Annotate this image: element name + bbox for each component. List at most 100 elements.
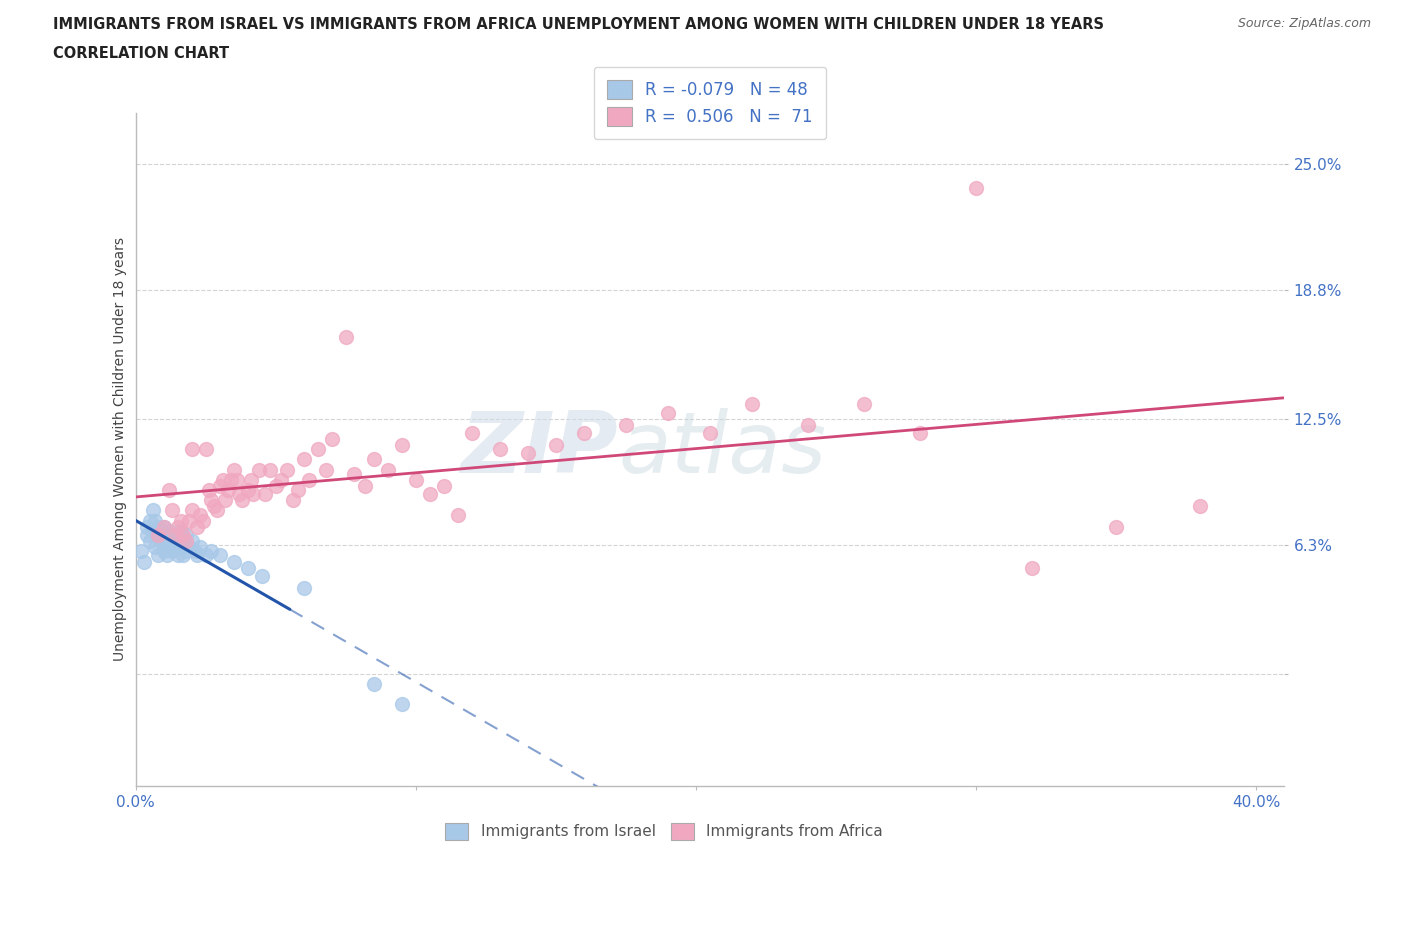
Point [292, 452, 315, 467]
Point [419, 486, 441, 501]
Point [247, 462, 270, 477]
Point [163, 539, 186, 554]
Point [461, 426, 484, 441]
Point [180, 534, 202, 549]
Point [152, 544, 174, 559]
Point [194, 442, 217, 457]
Point [188, 539, 211, 554]
Point [180, 442, 202, 457]
Point [139, 513, 162, 528]
Point [136, 519, 159, 534]
Point [222, 554, 245, 569]
Point [231, 493, 253, 508]
Point [264, 479, 287, 494]
Point [166, 534, 188, 549]
Point [155, 527, 177, 542]
Point [174, 534, 197, 549]
Point [657, 405, 679, 420]
Point [197, 483, 219, 498]
Point [160, 503, 183, 518]
Point [391, 697, 413, 711]
Point [205, 503, 228, 518]
Point [391, 438, 413, 453]
Point [186, 548, 208, 563]
Point [149, 524, 172, 538]
Point [139, 534, 162, 549]
Point [281, 493, 304, 508]
Point [343, 466, 366, 481]
Point [166, 519, 188, 534]
Point [174, 544, 197, 559]
Point [152, 534, 174, 549]
Point [157, 538, 180, 552]
Point [200, 544, 222, 559]
Point [142, 524, 165, 538]
Point [169, 524, 191, 538]
Point [1189, 499, 1212, 514]
Point [146, 527, 169, 542]
Point [146, 519, 169, 534]
Point [186, 519, 208, 534]
Point [965, 180, 987, 195]
Point [163, 527, 186, 542]
Point [142, 503, 165, 518]
Point [517, 445, 540, 460]
Point [145, 539, 167, 554]
Point [447, 507, 470, 522]
Point [160, 544, 183, 559]
Point [354, 479, 377, 494]
Point [363, 452, 385, 467]
Point [131, 544, 153, 559]
Text: Source: ZipAtlas.com: Source: ZipAtlas.com [1237, 17, 1371, 30]
Point [166, 548, 188, 563]
Text: atlas: atlas [619, 407, 827, 491]
Point [202, 499, 225, 514]
Point [152, 519, 174, 534]
Legend: Immigrants from Israel, Immigrants from Africa: Immigrants from Israel, Immigrants from … [439, 817, 889, 845]
Point [217, 483, 239, 498]
Point [188, 507, 211, 522]
Text: ZIP: ZIP [461, 407, 619, 491]
Point [253, 486, 276, 501]
Point [219, 472, 242, 487]
Point [157, 483, 180, 498]
Point [363, 676, 385, 691]
Point [214, 493, 236, 508]
Point [614, 418, 637, 432]
Point [908, 426, 931, 441]
Point [228, 486, 250, 501]
Point [225, 472, 247, 487]
Point [489, 442, 512, 457]
Point [287, 483, 309, 498]
Point [236, 560, 259, 575]
Point [172, 527, 194, 542]
Point [180, 503, 202, 518]
Point [270, 472, 292, 487]
Point [174, 527, 197, 542]
Text: CORRELATION CHART: CORRELATION CHART [53, 46, 229, 61]
Point [250, 568, 273, 583]
Point [172, 548, 194, 563]
Point [377, 462, 399, 477]
Point [149, 534, 172, 549]
Y-axis label: Unemployment Among Women with Children Under 18 years: Unemployment Among Women with Children U… [114, 237, 128, 661]
Point [183, 544, 205, 559]
Point [208, 548, 231, 563]
Text: IMMIGRANTS FROM ISRAEL VS IMMIGRANTS FROM AFRICA UNEMPLOYMENT AMONG WOMEN WITH C: IMMIGRANTS FROM ISRAEL VS IMMIGRANTS FRO… [53, 17, 1105, 32]
Point [146, 527, 169, 542]
Point [321, 432, 343, 446]
Point [433, 479, 456, 494]
Point [211, 472, 233, 487]
Point [169, 539, 191, 554]
Point [307, 442, 329, 457]
Point [155, 548, 177, 563]
Point [146, 548, 169, 563]
Point [1021, 560, 1043, 575]
Point [222, 462, 245, 477]
Point [172, 534, 194, 549]
Point [242, 486, 264, 501]
Point [177, 539, 200, 554]
Point [335, 329, 357, 344]
Point [699, 426, 721, 441]
Point [259, 462, 281, 477]
